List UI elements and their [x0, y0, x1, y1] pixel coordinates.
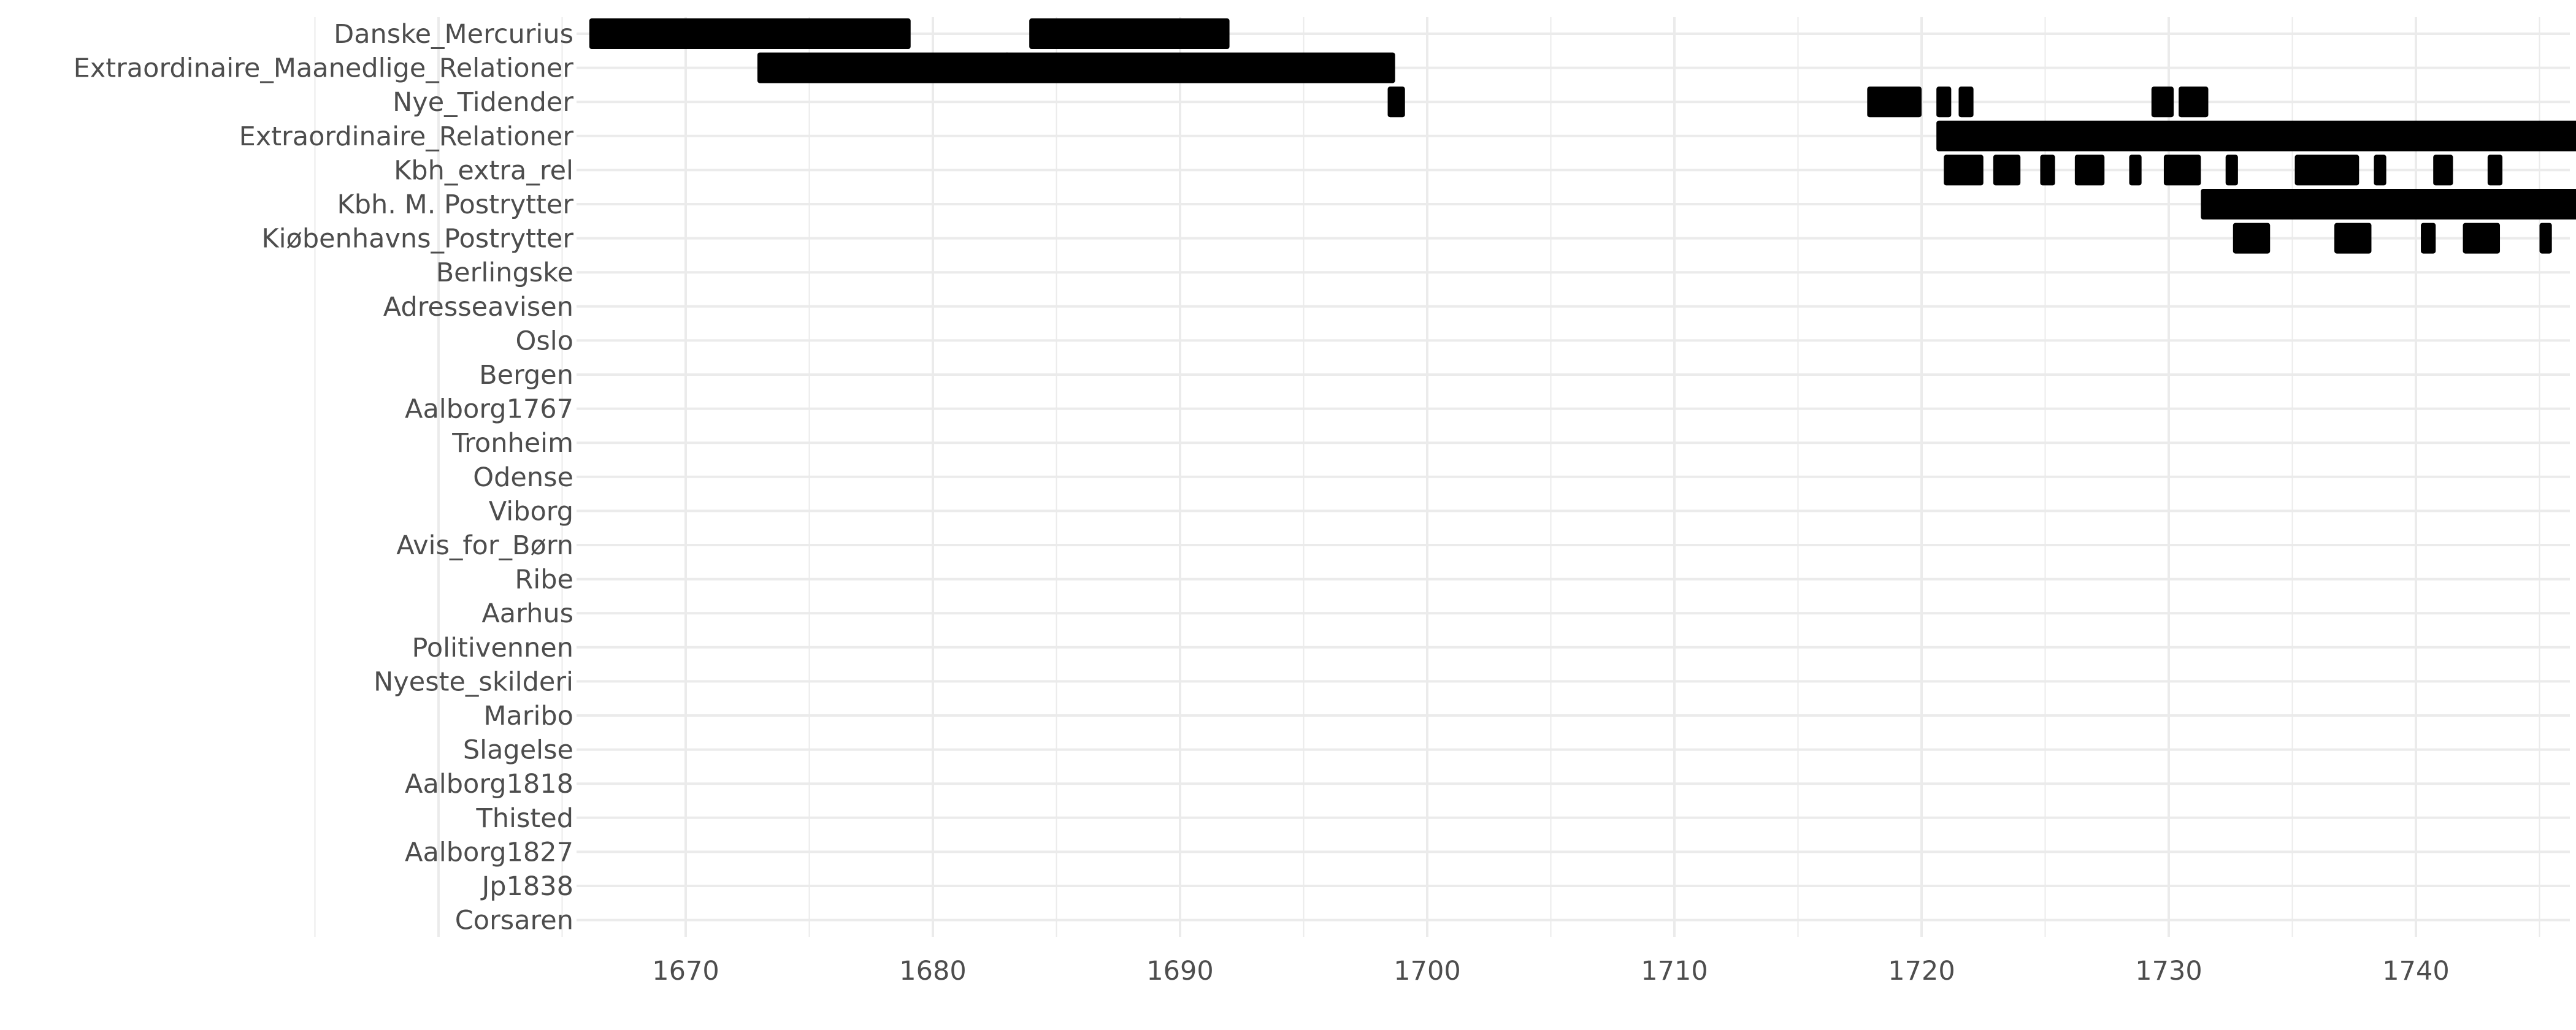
x-tick-label: 1710: [1641, 956, 1708, 986]
bars: [589, 18, 2576, 254]
period-bar: [2487, 154, 2503, 186]
period-bar: [757, 52, 1010, 83]
period-bar: [2225, 154, 2238, 186]
category-label: Odense: [473, 462, 573, 493]
period-bar: [1936, 120, 2576, 151]
category-label: Avis_for_Børn: [396, 530, 573, 561]
period-bar: [1387, 86, 1405, 118]
period-bar: [2201, 189, 2576, 219]
period-bar: [2463, 223, 2501, 254]
category-label: Kbh_extra_rel: [394, 155, 573, 186]
grid: [314, 17, 2570, 937]
period-bar: [2334, 223, 2372, 254]
category-label: Bergen: [479, 360, 573, 391]
period-bar: [2433, 154, 2453, 186]
x-tick-label: 1740: [2382, 956, 2449, 986]
category-label: Nyeste_skilderi: [374, 666, 573, 697]
period-bar: [1958, 86, 1974, 118]
category-label: Extraordinaire_Relationer: [239, 121, 574, 152]
category-label: Danske_Mercurius: [334, 19, 573, 50]
category-label: Nye_Tidender: [393, 87, 573, 118]
category-label: Ribe: [515, 565, 573, 595]
x-tick-label: 1670: [652, 956, 719, 986]
category-label: Thisted: [476, 803, 573, 834]
period-bar: [2539, 223, 2552, 254]
period-bar: [2233, 223, 2271, 254]
x-tick-label: 1680: [899, 956, 966, 986]
period-bar: [2294, 154, 2359, 186]
category-label: Aalborg1818: [405, 769, 573, 799]
category-label: Maribo: [483, 701, 573, 731]
period-bar: [1993, 154, 2021, 186]
period-bar: [2040, 154, 2055, 186]
period-bar: [1029, 18, 1230, 49]
category-label: Adresseavisen: [383, 292, 573, 322]
category-label: Tronheim: [451, 428, 573, 459]
period-bar: [2163, 154, 2201, 186]
period-bar: [2179, 86, 2209, 118]
category-label: Jp1838: [480, 871, 573, 902]
category-label: Slagelse: [463, 735, 573, 766]
x-tick-label: 1700: [1393, 956, 1460, 986]
category-label: Politivennen: [412, 633, 573, 663]
period-bar: [1944, 154, 1984, 186]
period-bar: [2129, 154, 2142, 186]
category-label: Extraordinaire_Maanedlige_Relationer: [74, 53, 574, 84]
category-label: Kbh. M. Postrytter: [337, 189, 574, 220]
category-label: Viborg: [489, 496, 573, 527]
category-label: Corsaren: [455, 906, 573, 936]
category-label: Oslo: [515, 326, 573, 356]
period-bar: [1936, 86, 1952, 118]
period-bar: [589, 18, 879, 49]
period-bar: [2074, 154, 2105, 186]
period-bar: [2421, 223, 2436, 254]
x-tick-label: 1690: [1146, 956, 1213, 986]
y-axis-labels: Danske_MercuriusExtraordinaire_Maanedlig…: [74, 19, 574, 936]
period-bar: [1867, 86, 1922, 118]
category-label: Berlingske: [436, 258, 573, 288]
period-bar: [2374, 154, 2386, 186]
x-tick-label: 1730: [2135, 956, 2202, 986]
x-axis-labels: 1670168016901700171017201730174017501760…: [652, 956, 2449, 986]
x-tick-label: 1720: [1888, 956, 1955, 986]
category-label: Kiøbenhavns_Postrytter: [261, 224, 573, 254]
category-label: Aalborg1767: [405, 394, 573, 425]
period-bar: [2151, 86, 2174, 118]
period-bar: [873, 18, 911, 49]
category-label: Aarhus: [481, 598, 573, 629]
category-label: Aalborg1827: [405, 837, 573, 868]
period-bar: [1004, 52, 1395, 83]
